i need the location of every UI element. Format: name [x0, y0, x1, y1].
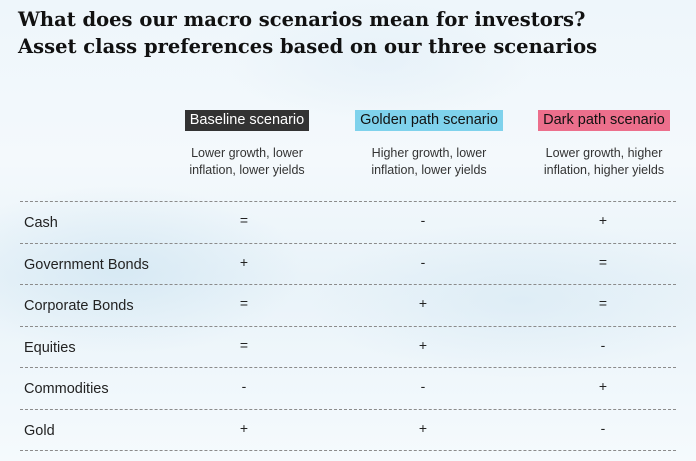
scenario-dark-path-desc-line-2: inflation, higher yields [543, 163, 665, 177]
dark-path-rating: + [598, 212, 608, 228]
asset-label: Commodities [24, 381, 109, 397]
scenario-dark-path-desc-line-1: Lower growth, higher [545, 146, 663, 160]
scenario-baseline-desc-line-1: Lower growth, lower [191, 146, 303, 160]
title-line-2: Asset class preferences based on our thr… [18, 35, 598, 58]
baseline-rating: - [241, 378, 247, 394]
table-row: Equities = + - [20, 327, 676, 368]
scenario-baseline-desc-line-2: inflation, lower yields [189, 163, 305, 177]
baseline-rating: = [239, 212, 249, 228]
dark-path-rating: = [598, 295, 608, 311]
scenario-golden-path: Golden path scenario Higher growth, lowe… [339, 110, 519, 179]
golden-path-rating: - [420, 253, 426, 270]
scenario-baseline-description: Lower growth, lower inflation, lower yie… [157, 145, 337, 179]
table-row: Gold + + - [20, 410, 676, 451]
golden-path-rating: - [420, 378, 426, 394]
dark-path-rating: - [600, 336, 606, 353]
baseline-rating: + [239, 419, 249, 436]
dark-path-rating: + [598, 378, 608, 394]
golden-path-rating: + [418, 336, 428, 353]
scenario-golden-path-badge: Golden path scenario [355, 110, 503, 131]
asset-preference-table: Cash = - + Government Bonds + - = Corpor… [20, 201, 676, 451]
table-row: Cash = - + [20, 202, 676, 244]
dark-path-rating: = [598, 253, 608, 270]
baseline-rating: + [239, 253, 249, 270]
scenario-baseline-badge: Baseline scenario [184, 110, 310, 131]
asset-label: Government Bonds [24, 256, 149, 273]
dark-path-rating: - [600, 419, 606, 436]
table-row: Corporate Bonds = + = [20, 285, 676, 327]
baseline-rating: = [239, 295, 249, 311]
scenario-golden-path-desc-line-2: inflation, lower yields [371, 163, 487, 177]
scenario-baseline: Baseline scenario Lower growth, lower in… [157, 110, 337, 179]
golden-path-rating: + [418, 419, 428, 436]
asset-label: Corporate Bonds [24, 298, 134, 314]
page-title: What does our macro scenarios mean for i… [18, 6, 597, 60]
table-row: Commodities - - + [20, 368, 676, 410]
title-line-1: What does our macro scenarios mean for i… [18, 8, 586, 31]
asset-label: Cash [24, 215, 58, 231]
table-row: Government Bonds + - = [20, 244, 676, 285]
scenario-dark-path-badge: Dark path scenario [538, 110, 670, 131]
asset-label: Equities [24, 339, 76, 356]
scenario-dark-path-description: Lower growth, higher inflation, higher y… [514, 145, 694, 179]
asset-label: Gold [24, 422, 55, 439]
golden-path-rating: - [420, 212, 426, 228]
scenario-golden-path-desc-line-1: Higher growth, lower [371, 146, 487, 160]
scenario-golden-path-description: Higher growth, lower inflation, lower yi… [339, 145, 519, 179]
golden-path-rating: + [418, 295, 428, 311]
scenario-dark-path: Dark path scenario Lower growth, higher … [514, 110, 694, 179]
baseline-rating: = [239, 336, 249, 353]
